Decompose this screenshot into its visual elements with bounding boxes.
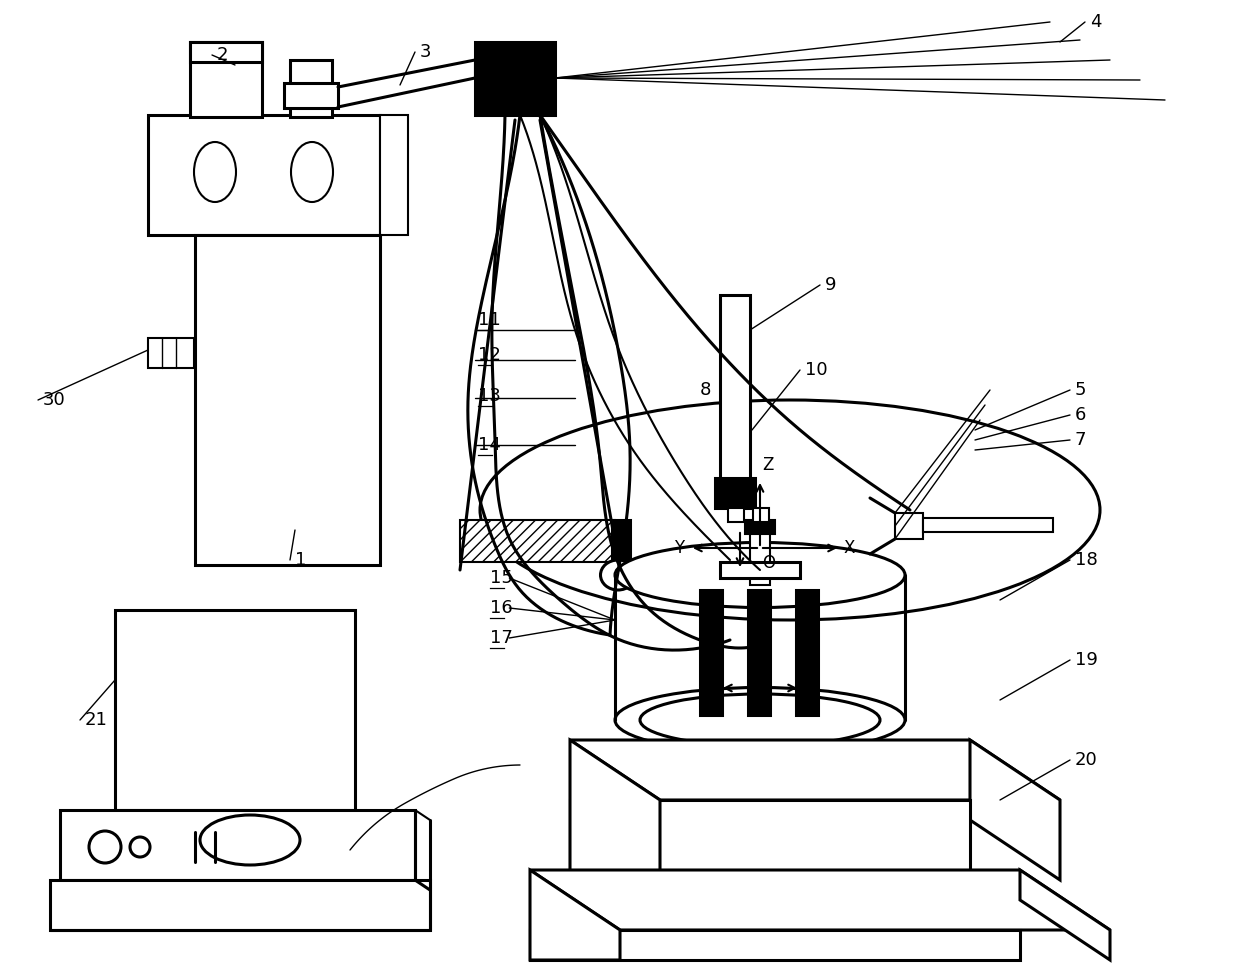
Bar bbox=[60, 810, 415, 880]
Text: 20: 20 bbox=[1075, 751, 1097, 769]
Text: 10: 10 bbox=[805, 361, 827, 379]
Text: 11: 11 bbox=[477, 311, 501, 329]
Text: 6: 6 bbox=[1075, 406, 1086, 424]
Text: 9: 9 bbox=[825, 276, 837, 294]
Text: 14: 14 bbox=[477, 436, 501, 454]
Text: 5: 5 bbox=[1075, 381, 1086, 399]
Polygon shape bbox=[1021, 870, 1110, 960]
Text: 19: 19 bbox=[1075, 651, 1097, 669]
Bar bbox=[895, 513, 923, 539]
Bar bbox=[115, 610, 355, 810]
Ellipse shape bbox=[615, 688, 905, 752]
Text: 15: 15 bbox=[490, 569, 513, 587]
Polygon shape bbox=[529, 870, 1110, 930]
Bar bbox=[748, 590, 770, 715]
Text: 4: 4 bbox=[1090, 13, 1101, 31]
Bar bbox=[50, 880, 430, 930]
Bar bbox=[720, 562, 800, 578]
Bar bbox=[715, 478, 755, 508]
Text: 12: 12 bbox=[477, 346, 501, 364]
Ellipse shape bbox=[291, 142, 334, 202]
Text: Z: Z bbox=[763, 456, 774, 474]
Bar bbox=[720, 295, 750, 480]
Text: 18: 18 bbox=[1075, 551, 1097, 569]
Bar bbox=[460, 520, 615, 562]
Text: 17: 17 bbox=[490, 629, 513, 647]
Bar bbox=[475, 42, 556, 115]
Polygon shape bbox=[570, 740, 660, 880]
Text: 21: 21 bbox=[86, 711, 108, 729]
Bar bbox=[728, 508, 744, 522]
Bar bbox=[379, 115, 408, 235]
Polygon shape bbox=[970, 740, 1060, 880]
Text: 2: 2 bbox=[217, 46, 228, 64]
Bar bbox=[190, 42, 262, 62]
Text: 8: 8 bbox=[701, 381, 712, 399]
Ellipse shape bbox=[193, 142, 236, 202]
Polygon shape bbox=[570, 740, 1060, 800]
Bar bbox=[195, 235, 379, 565]
Bar bbox=[750, 530, 770, 585]
Polygon shape bbox=[570, 800, 970, 880]
Ellipse shape bbox=[615, 542, 905, 608]
Bar bbox=[148, 338, 193, 368]
Bar bbox=[148, 115, 379, 235]
Bar bbox=[796, 590, 818, 715]
Bar bbox=[613, 520, 630, 562]
Text: 3: 3 bbox=[420, 43, 432, 61]
Circle shape bbox=[608, 556, 632, 580]
Bar bbox=[190, 42, 262, 117]
Text: 7: 7 bbox=[1075, 431, 1086, 449]
Bar bbox=[753, 508, 769, 522]
Bar bbox=[923, 518, 1053, 532]
Polygon shape bbox=[529, 930, 1021, 960]
Text: 16: 16 bbox=[490, 599, 513, 617]
Bar bbox=[745, 520, 775, 534]
Text: Y: Y bbox=[673, 539, 684, 557]
Ellipse shape bbox=[600, 560, 635, 590]
Text: 30: 30 bbox=[43, 391, 66, 409]
Bar bbox=[701, 590, 722, 715]
Text: X: X bbox=[844, 539, 856, 557]
Polygon shape bbox=[529, 870, 620, 960]
Bar bbox=[284, 83, 339, 108]
Text: 1: 1 bbox=[295, 551, 306, 569]
Text: 13: 13 bbox=[477, 387, 501, 405]
Text: O: O bbox=[763, 554, 775, 572]
Bar bbox=[290, 60, 332, 117]
